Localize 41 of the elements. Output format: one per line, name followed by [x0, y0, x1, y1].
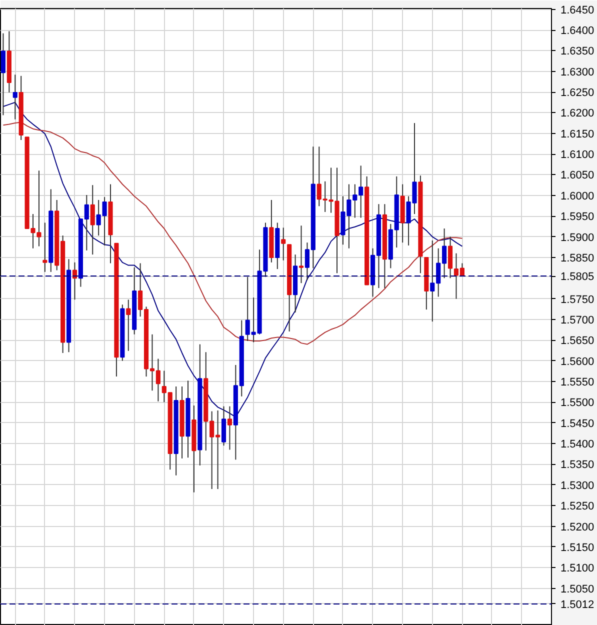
y-tick-label: 1.6300	[560, 66, 594, 78]
y-tick-label: 1.5850	[560, 252, 594, 264]
y-tick-label: 1.5550	[560, 376, 594, 389]
candlestick	[448, 236, 453, 279]
candlestick	[281, 227, 286, 261]
line-series	[2, 122, 463, 345]
candlestick	[12, 74, 18, 120]
y-tick-label: 1.6100	[560, 149, 594, 162]
y-tick-label: 1.6000	[560, 190, 594, 202]
y-tick-label: 1.6350	[560, 46, 594, 58]
y-tick-label: 1.6400	[560, 25, 594, 38]
y-tick-label: 1.5350	[560, 459, 594, 472]
candlestick	[126, 299, 131, 352]
candlestick	[221, 406, 226, 446]
y-tick-label: 1.5150	[560, 542, 594, 554]
y-tick-label: 1.6050	[560, 170, 594, 182]
candlestick	[42, 222, 48, 272]
y-tick-label: 1.5400	[560, 438, 594, 451]
y-tick-label: 1.6200	[560, 108, 594, 120]
y-tick-label: 1.6150	[560, 128, 594, 140]
y-tick-label: 1.5050	[560, 583, 594, 596]
y-tick-label: 1.5200	[560, 521, 594, 534]
y-tick-label: 1.5500	[560, 397, 594, 410]
y-tick-label: 1.5250	[560, 500, 594, 513]
y-tick-label: 1.6250	[560, 87, 594, 100]
candlestick	[227, 406, 232, 450]
y-tick-label: 1.5100	[560, 562, 594, 575]
candlestick	[90, 184, 95, 256]
y-tick-label: 1.5950	[560, 211, 594, 224]
y-tick-label: 1.5900	[560, 232, 594, 244]
y-tick-label: 1.5650	[560, 335, 594, 348]
y-tick-label: 1.5450	[560, 418, 594, 430]
candlestick	[298, 225, 304, 284]
ref-line-label: 1.5805	[560, 271, 594, 284]
candlestick	[0, 32, 6, 116]
y-tick-label: 1.5300	[560, 480, 594, 492]
y-tick-label: 1.5750	[560, 294, 594, 306]
y-tick-label: 1.6450	[560, 4, 594, 16]
ref-line-label: 1.5012	[560, 598, 594, 611]
y-tick-label: 1.5700	[560, 314, 594, 326]
y-tick-label: 1.5600	[560, 356, 594, 368]
